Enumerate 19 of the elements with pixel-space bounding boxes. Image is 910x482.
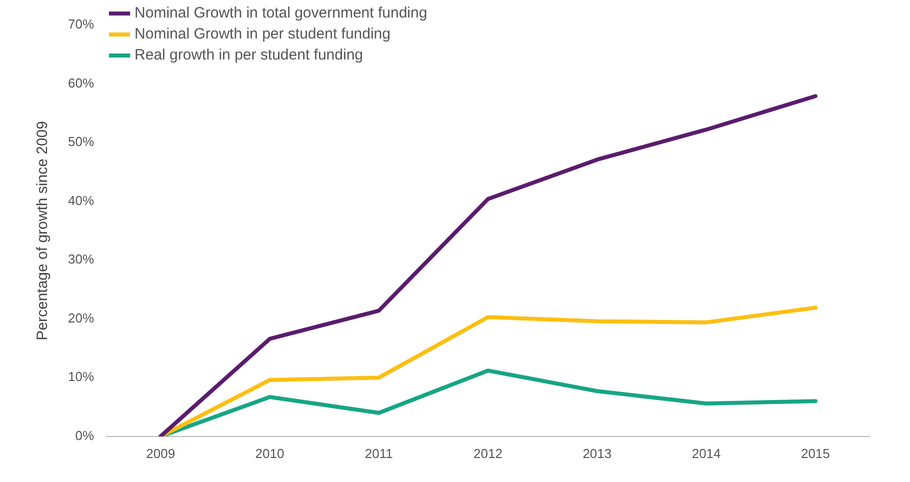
x-tick-label: 2014 <box>692 446 721 461</box>
x-tick-label: 2015 <box>800 446 830 461</box>
y-tick-label: 60% <box>68 75 94 90</box>
y-tick-label: 30% <box>68 252 94 267</box>
x-tick-label: 2013 <box>582 446 612 461</box>
x-tick-label: 2010 <box>255 446 284 461</box>
y-tick-label: 70% <box>68 16 94 32</box>
legend-label: Real growth in per student funding <box>134 46 364 64</box>
y-axis-title: Percentage of growth since 2009 <box>34 121 52 340</box>
x-tick-label: 2009 <box>146 446 176 461</box>
y-tick-label: 0% <box>75 428 94 443</box>
legend-label: Nominal Growth in total government funding <box>134 4 428 22</box>
legend-label: Nominal Growth in per student funding <box>134 26 391 43</box>
x-tick-label: 2012 <box>474 446 502 461</box>
y-tick-label: 40% <box>68 192 94 208</box>
y-tick-label: 50% <box>68 134 94 150</box>
y-tick-label: 20% <box>68 310 94 326</box>
x-tick-label: 2011 <box>364 446 393 461</box>
y-tick-label: 10% <box>68 369 94 384</box>
